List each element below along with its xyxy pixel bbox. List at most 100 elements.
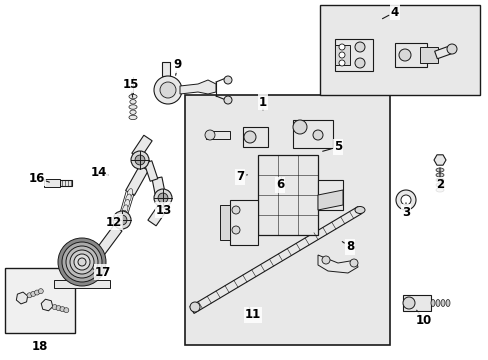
Bar [54,280,110,288]
Circle shape [338,44,345,50]
Circle shape [56,306,61,311]
Circle shape [190,302,200,312]
Circle shape [62,242,102,282]
Ellipse shape [122,205,128,213]
Circle shape [52,305,57,310]
Circle shape [131,151,149,169]
Circle shape [398,49,410,61]
Circle shape [35,290,40,295]
Circle shape [402,297,414,309]
Circle shape [224,96,231,104]
Ellipse shape [445,300,449,306]
Circle shape [338,60,345,66]
Circle shape [154,76,182,104]
Circle shape [70,250,94,274]
Circle shape [204,130,215,140]
Ellipse shape [125,194,131,203]
Ellipse shape [440,300,444,306]
Text: 5: 5 [333,140,342,153]
Bar [319,5,479,95]
Circle shape [354,42,364,52]
Circle shape [312,130,323,140]
Polygon shape [317,255,357,273]
Circle shape [60,307,65,312]
Bar [394,43,426,67]
Circle shape [231,226,240,234]
Text: 6: 6 [275,179,284,192]
Polygon shape [60,180,72,186]
Circle shape [27,293,32,298]
Circle shape [154,189,172,207]
Polygon shape [433,155,445,165]
Bar [317,180,342,210]
Ellipse shape [435,178,443,182]
Bar [334,45,349,65]
Circle shape [400,195,410,205]
Bar [184,95,389,345]
Ellipse shape [130,100,136,104]
Ellipse shape [430,300,434,306]
Bar [243,127,267,147]
Circle shape [231,206,240,214]
Ellipse shape [435,183,443,187]
Text: 17: 17 [95,266,111,279]
Circle shape [113,211,131,229]
Text: 2: 2 [435,179,443,192]
Text: 16: 16 [29,171,45,184]
Circle shape [321,256,329,264]
Circle shape [64,308,69,313]
Ellipse shape [127,189,132,197]
Bar [419,47,437,63]
Polygon shape [44,179,60,187]
Bar [5,268,75,333]
Polygon shape [88,225,122,266]
Bar [292,120,332,148]
Text: 3: 3 [401,206,409,219]
Polygon shape [144,161,158,181]
Circle shape [292,120,306,134]
Ellipse shape [129,94,137,99]
Polygon shape [189,207,361,314]
Bar [402,295,430,311]
Text: 11: 11 [244,309,261,321]
Circle shape [31,291,36,296]
Polygon shape [125,166,148,195]
Text: 12: 12 [106,216,122,229]
Ellipse shape [129,105,137,109]
Ellipse shape [119,216,124,224]
Text: 14: 14 [91,166,107,180]
Circle shape [244,131,256,143]
Ellipse shape [124,199,129,208]
Ellipse shape [435,300,439,306]
Circle shape [117,215,127,225]
Circle shape [338,52,345,58]
Ellipse shape [435,173,443,177]
Circle shape [224,76,231,84]
Text: 9: 9 [174,58,182,72]
Text: 7: 7 [235,171,244,184]
Bar [334,39,372,71]
Text: 18: 18 [32,339,48,352]
Circle shape [135,155,144,165]
Ellipse shape [435,168,443,172]
Polygon shape [147,204,167,226]
Polygon shape [16,292,28,304]
Text: 15: 15 [122,78,139,91]
Text: 8: 8 [345,240,353,253]
Polygon shape [180,80,216,94]
Text: 13: 13 [156,203,172,216]
Text: 10: 10 [415,314,431,327]
Circle shape [66,246,98,278]
Ellipse shape [435,188,443,192]
Circle shape [58,238,106,286]
Circle shape [74,254,90,270]
Circle shape [395,190,415,210]
Polygon shape [317,190,342,210]
Polygon shape [162,62,170,76]
Circle shape [38,289,43,294]
Circle shape [160,82,176,98]
Polygon shape [132,135,152,159]
Bar [258,155,317,235]
Ellipse shape [129,115,137,120]
Text: 1: 1 [259,95,266,108]
